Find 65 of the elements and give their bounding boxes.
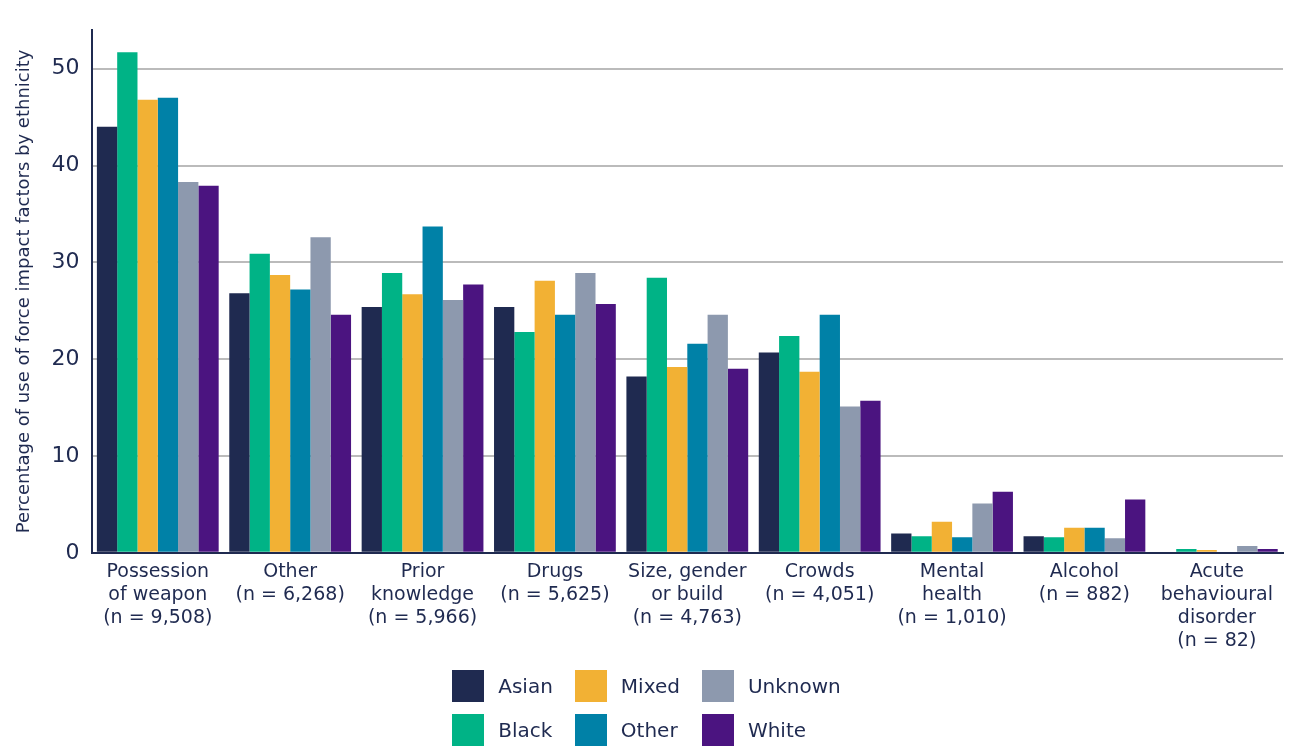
y-tick-label: 30 (51, 248, 80, 274)
bar (402, 294, 423, 552)
bar (269, 274, 291, 552)
bar (1104, 538, 1126, 552)
y-tick-label: 40 (51, 151, 80, 177)
bar (1176, 548, 1197, 552)
bar (1237, 546, 1258, 552)
legend-label: Mixed (620, 674, 680, 698)
bar (1257, 548, 1278, 552)
x-tick-label: Acute behavioural disorder (n = 82) (1160, 559, 1273, 650)
bar (687, 343, 708, 552)
bar (442, 300, 464, 552)
bar (137, 99, 158, 552)
x-tick-label: Drugs (n = 5,625) (500, 559, 610, 604)
bar (1043, 537, 1065, 552)
x-tick-label: Crowds (n = 4,051) (765, 559, 875, 604)
bar (779, 335, 800, 552)
y-tick-label: 0 (65, 538, 80, 564)
bar (198, 185, 219, 552)
bar (514, 332, 535, 552)
bar (595, 303, 616, 552)
bar (310, 237, 331, 552)
bar (330, 314, 352, 552)
bar (157, 97, 179, 552)
bar (575, 273, 596, 552)
bar (1064, 527, 1085, 552)
x-tick-label: Other (n = 6,268) (235, 559, 345, 604)
x-tick-label: Mental health (n = 1,010) (897, 559, 1007, 627)
y-tick-label: 20 (51, 344, 80, 370)
bar (1084, 527, 1105, 552)
bar (463, 284, 484, 552)
x-tick-label: Possession of weapon (n = 9,508) (103, 559, 213, 627)
bar (992, 491, 1013, 552)
y-tick-label: 50 (51, 54, 80, 80)
bar (707, 314, 728, 552)
legend-label: Other (620, 718, 678, 742)
bar (911, 536, 932, 552)
x-tick-label: Alcohol (n = 882) (1038, 559, 1130, 604)
bar (819, 314, 840, 552)
bar (952, 537, 973, 552)
bar (422, 226, 443, 552)
bar (646, 277, 667, 552)
bar (931, 521, 953, 552)
legend-label: White (747, 718, 807, 742)
y-axis-title: Percentage of use of force impact factors by ethnicity (12, 49, 34, 534)
bar (667, 366, 688, 552)
bar (117, 52, 138, 552)
legend-label: Black (498, 718, 553, 742)
bar (860, 400, 881, 552)
x-tick-label: Prior knowledge (n = 5,966) (367, 559, 478, 627)
bar (1125, 499, 1146, 552)
bar (727, 368, 749, 552)
bar (290, 289, 311, 552)
bar (178, 182, 199, 552)
x-tick-label: Size, gender or build (n = 4,763) (628, 559, 747, 627)
bar (381, 273, 403, 552)
bar (839, 406, 861, 552)
bar (799, 371, 820, 552)
bar (972, 503, 993, 552)
y-tick-label: 10 (51, 441, 80, 467)
bar (554, 314, 576, 552)
legend-label: Asian (498, 674, 553, 698)
legend-label: Unknown (747, 674, 841, 698)
bar (534, 280, 555, 552)
bar (249, 253, 270, 552)
